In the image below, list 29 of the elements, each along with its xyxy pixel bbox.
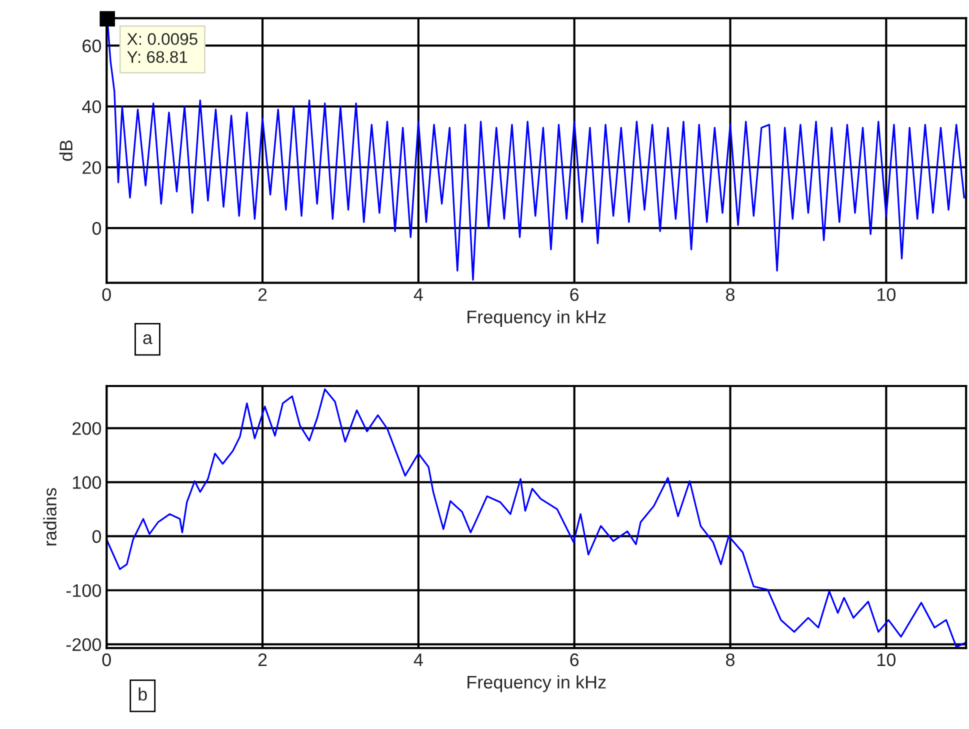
x-tick-label: 6 bbox=[570, 288, 579, 301]
y-tick-label: 0 bbox=[92, 222, 102, 235]
y-tick-label: 0 bbox=[92, 530, 102, 543]
y-tick-label: 20 bbox=[82, 161, 102, 174]
text: a bbox=[143, 334, 152, 344]
x-tick-label: 2 bbox=[258, 653, 267, 666]
y-tick-label: 40 bbox=[82, 100, 102, 114]
x-tick-label: 0 bbox=[102, 653, 111, 666]
x-tick-label: 6 bbox=[570, 653, 579, 666]
y-tick-label: -200 bbox=[66, 638, 102, 652]
line-series bbox=[106, 388, 966, 648]
x-tick-label: 4 bbox=[414, 654, 423, 666]
y-tick-label: 60 bbox=[82, 40, 102, 52]
x-tick-label: 4 bbox=[414, 288, 423, 301]
x-tick-label: 10 bbox=[878, 653, 896, 666]
x-axis-title: Frequency in kHz bbox=[468, 310, 606, 327]
y-tick-label: 100 bbox=[72, 476, 102, 489]
x-tick-label: 0 bbox=[102, 288, 111, 301]
text: b bbox=[138, 687, 147, 701]
x-tick-label: 8 bbox=[726, 653, 734, 666]
y-axis-title: radians bbox=[43, 488, 56, 546]
x-tick-label: 10 bbox=[878, 288, 896, 301]
x-tick-label: 8 bbox=[726, 288, 734, 301]
y-axis-title: dB bbox=[59, 140, 73, 161]
annotation: X: 0.0095 Y: 68.81 bbox=[127, 33, 198, 63]
y-tick-label: 200 bbox=[72, 422, 102, 435]
x-tick-label: 2 bbox=[258, 288, 267, 301]
x-axis-title: Frequency in kHz bbox=[468, 675, 606, 692]
y-tick-label: -100 bbox=[66, 584, 102, 597]
